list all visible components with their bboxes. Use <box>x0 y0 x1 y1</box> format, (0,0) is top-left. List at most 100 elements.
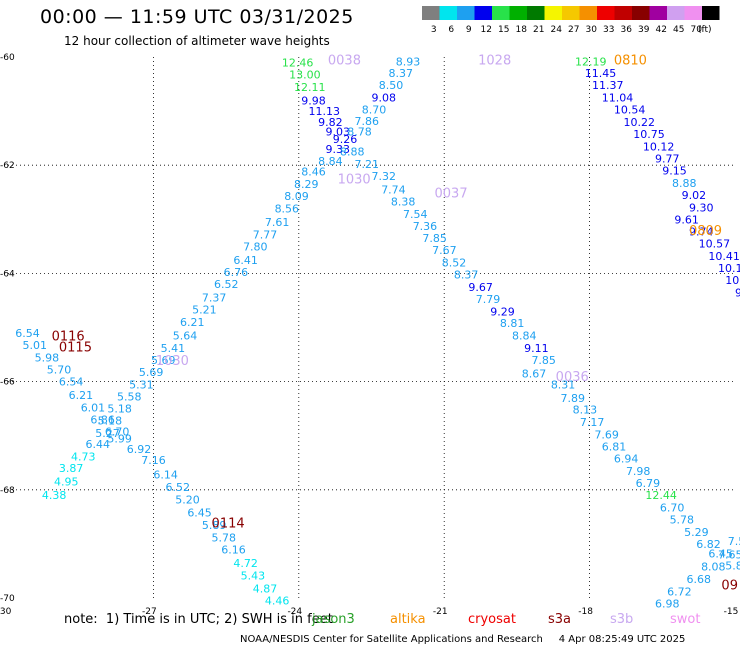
wave-height-value: 6.16 <box>221 543 246 556</box>
scale-swatch <box>667 6 685 20</box>
lon-tick-label: -27 <box>142 607 157 617</box>
wave-height-value: 5.18 <box>107 403 131 416</box>
lon-tick-label: -24 <box>287 607 302 617</box>
lon-tick-label: -30 <box>0 607 12 617</box>
pass-time-label: 0116 <box>52 330 85 345</box>
wave-height-value: 9.03 <box>325 126 350 139</box>
wave-height-value: 6.81 <box>602 441 627 454</box>
wave-height-value: 5.69 <box>139 366 164 379</box>
scale-swatch <box>474 6 492 20</box>
wave-height-value: 8.13 <box>573 404 598 417</box>
scale-label: 9 <box>466 25 472 34</box>
wave-height-value: 5.69 <box>151 354 176 367</box>
wave-height-value: 8.29 <box>294 178 319 191</box>
wave-height-value: 11.45 <box>585 67 617 80</box>
wave-height-value: 8.81 <box>500 317 524 330</box>
wave-height-value: 6.86 <box>90 413 115 426</box>
wave-height-value: 7.17 <box>580 416 605 429</box>
pass-time-label: 0037 <box>435 186 468 201</box>
wave-height-value: 9.02 <box>682 189 707 202</box>
pass-time-label: 0810 <box>614 54 647 69</box>
mission-legend-item: swot <box>670 612 701 627</box>
scale-swatch <box>492 6 510 20</box>
wave-height-value: 9.97 <box>735 286 740 299</box>
wave-height-value: 9.29 <box>490 305 515 318</box>
wave-height-value: 6.52 <box>166 481 191 494</box>
wave-height-value: 4.72 <box>233 557 258 570</box>
wave-height-value: 11.04 <box>602 92 634 105</box>
wave-height-value: 5.21 <box>192 304 217 317</box>
wave-height-value: 10.75 <box>633 128 665 141</box>
mission-legend-item: s3b <box>610 612 634 627</box>
wave-height-value: 8.08 <box>701 561 726 574</box>
wave-height-value: 4.95 <box>54 476 79 489</box>
wave-height-value: 5.43 <box>241 569 266 582</box>
wave-height-value: 6.72 <box>667 586 692 599</box>
scale-label: 30 <box>586 25 598 34</box>
wave-height-value: 10.22 <box>624 116 656 129</box>
wave-height-value: 8.84 <box>512 330 537 343</box>
wave-height-value: 5.27 <box>95 427 120 440</box>
scale-swatch <box>509 6 527 20</box>
wave-height-value: 11.37 <box>592 79 624 92</box>
wave-height-value: 8.78 <box>347 126 372 139</box>
scale-label: 42 <box>656 25 667 34</box>
scale-label: 12 <box>481 25 492 34</box>
pass-time-label: 0038 <box>328 54 361 69</box>
wave-height-value: 5.18 <box>98 415 123 428</box>
wave-height-value: 5.31 <box>129 378 154 391</box>
wave-height-value: 6.21 <box>180 316 205 329</box>
scale-swatch <box>632 6 650 20</box>
wave-height-value: 12.11 <box>294 81 326 94</box>
wave-height-value: 5.64 <box>173 330 198 343</box>
wave-height-value: 6.76 <box>224 266 249 279</box>
wave-height-value: 9.26 <box>333 133 358 146</box>
scale-label: 27 <box>568 25 579 34</box>
wave-height-value: 7.98 <box>626 465 651 478</box>
wave-height-value: 7.16 <box>141 454 166 467</box>
wave-height-value: 11.13 <box>308 105 340 118</box>
lat-tick-label: -60 <box>0 53 15 63</box>
scale-label: 15 <box>498 25 509 34</box>
wave-height-value: 10.57 <box>699 238 731 251</box>
pass-time-label: 0114 <box>212 516 245 531</box>
wave-height-value: 7.54 <box>403 208 428 221</box>
wave-height-value: 7.5 <box>728 535 740 548</box>
wave-height-value: 9.30 <box>689 201 714 214</box>
mission-legend-item: jason3 <box>312 612 355 627</box>
scale-swatch <box>649 6 667 20</box>
wave-height-value: 6.54 <box>15 327 40 340</box>
scale-label: 36 <box>621 25 633 34</box>
wave-height-value: 8.50 <box>379 79 404 92</box>
wave-height-value: 8.37 <box>388 67 413 80</box>
wave-height-value: 7.37 <box>202 292 227 305</box>
scale-swatch <box>457 6 475 20</box>
pass-time-label: 1028 <box>478 54 511 69</box>
wave-height-value: 10.54 <box>614 103 646 116</box>
wave-height-value: 6.79 <box>636 477 661 490</box>
scale-unit: (ft) <box>698 25 712 34</box>
wave-height-value: 8.38 <box>391 195 416 208</box>
lat-tick-label: -70 <box>0 594 15 604</box>
wave-height-value: 10.16 <box>718 262 740 275</box>
wave-height-value: 10.12 <box>643 140 675 153</box>
wave-height-value: 8.46 <box>301 166 326 179</box>
wave-height-value: 12.44 <box>645 489 677 502</box>
wave-height-value: 7.74 <box>381 184 406 197</box>
wave-height-value: 4.38 <box>42 489 67 502</box>
wave-height-value: 6.01 <box>81 402 106 415</box>
lat-tick-label: -64 <box>0 269 15 279</box>
wave-height-value: 5.29 <box>684 526 709 539</box>
wave-height-value: 5.78 <box>670 514 695 527</box>
scale-label: 18 <box>516 25 528 34</box>
scale-label: 39 <box>638 25 650 34</box>
wave-height-value: 6.44 <box>86 438 111 451</box>
wave-height-value: 6.45 <box>187 507 212 520</box>
scale-swatch <box>702 6 720 20</box>
wave-height-value: 5.01 <box>23 339 48 352</box>
wave-height-value: 9.15 <box>662 165 687 178</box>
wave-height-value: 9.61 <box>674 213 699 226</box>
lon-tick-label: -18 <box>578 607 593 617</box>
wave-height-value: 7.80 <box>243 240 268 253</box>
